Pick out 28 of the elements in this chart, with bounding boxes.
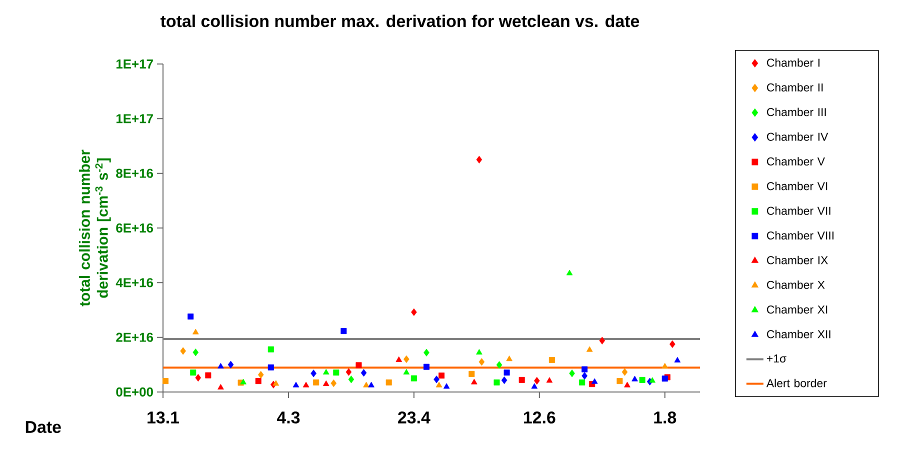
legend-label: Chamber VIII [766,231,834,240]
legend-label: Chamber IX [766,256,828,264]
y-tick-label: 1E+17 [116,114,153,124]
legend-label: Chamber VII [766,206,830,215]
y-tick-label: 8E+16 [116,168,154,178]
x-tick-label: 23.4 [398,412,430,424]
y-tick-label: 4E+16 [116,278,154,288]
legend-label: Alert border [766,378,827,388]
y-tick-label: 1E+17 [116,60,153,68]
y-tick-label: 2E+16 [116,332,154,342]
x-tick-label: 13.1 [148,412,180,424]
legend-label: Chamber III [766,108,826,116]
x-axis-title: Date [26,421,61,434]
y-tick-label: 0E+00 [116,387,153,397]
legend-label: Chamber II [766,83,823,92]
x-tick-label: 4.3 [276,412,300,424]
legend-label: Chamber IV [766,132,828,141]
x-tick-label: 1.8 [654,412,676,424]
legend-label: +1σ [766,354,786,363]
legend-label: Chamber V [766,157,825,166]
y-tick-label: 6E+16 [116,223,154,233]
chart-title: total collision number max. derivation for wetclean vs. date [160,14,640,28]
x-tick-label: 12.6 [524,412,556,424]
legend-label: Chamber X [766,280,825,289]
legend-label: Chamber XI [766,305,828,314]
legend-label: Chamber XII [766,330,830,338]
legend-label: Chamber I [766,58,820,67]
legend-label: Chamber VI [766,182,828,190]
